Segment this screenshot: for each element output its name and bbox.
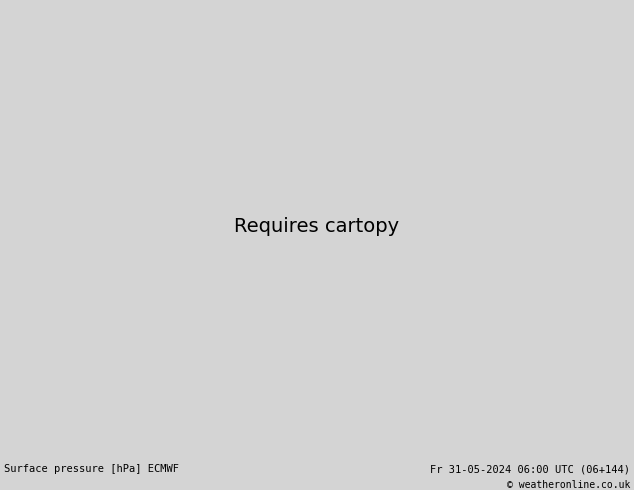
Text: Surface pressure [hPa] ECMWF: Surface pressure [hPa] ECMWF bbox=[4, 464, 179, 474]
Text: Fr 31-05-2024 06:00 UTC (06+144): Fr 31-05-2024 06:00 UTC (06+144) bbox=[430, 464, 630, 474]
Text: Requires cartopy: Requires cartopy bbox=[235, 217, 399, 236]
Text: © weatheronline.co.uk: © weatheronline.co.uk bbox=[507, 480, 630, 490]
